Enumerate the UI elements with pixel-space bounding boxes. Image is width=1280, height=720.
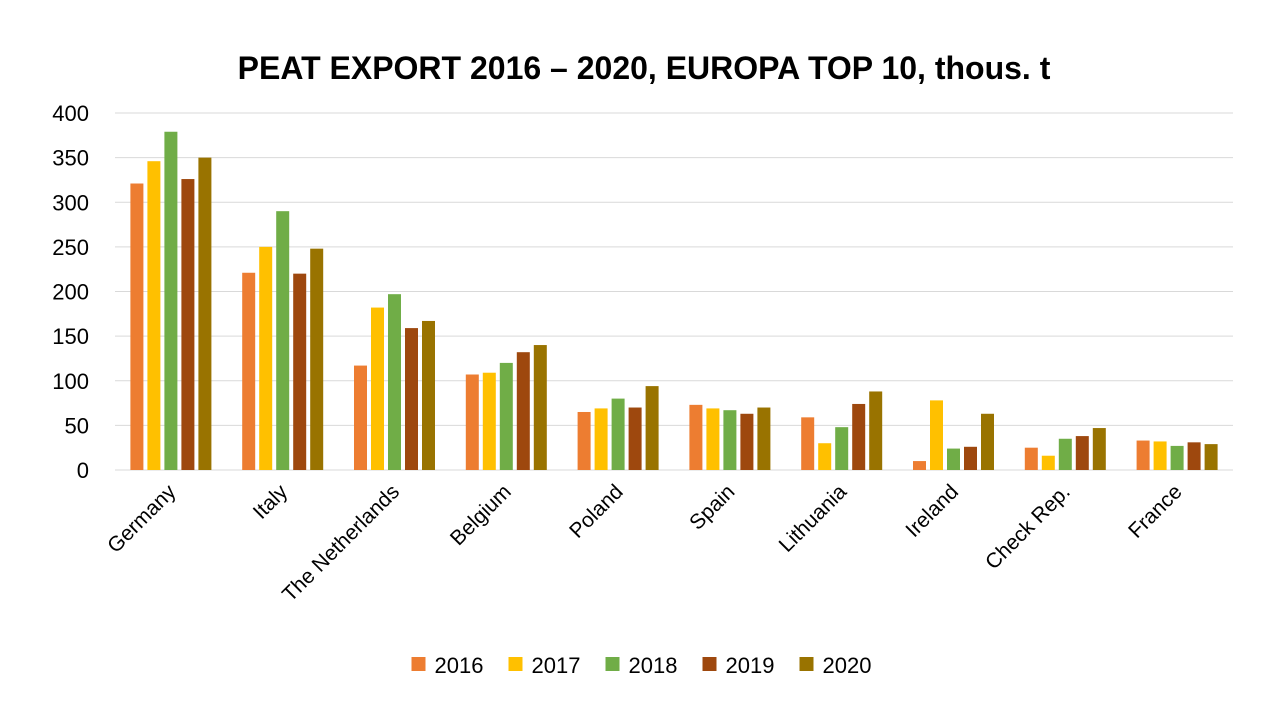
x-tick-label: Belgium — [446, 480, 516, 550]
bar-2016 — [1024, 447, 1038, 470]
y-tick-label: 350 — [52, 146, 89, 171]
chart-title: PEAT EXPORT 2016 – 2020, EUROPA TOP 10, … — [238, 50, 1051, 86]
x-tick-label: The Netherlands — [278, 480, 404, 606]
bar-2018 — [276, 211, 290, 471]
bar-2020 — [1204, 444, 1218, 470]
bar-2017 — [1153, 441, 1167, 470]
bar-2016 — [577, 411, 591, 470]
legend-swatch — [702, 657, 717, 671]
legend-label: 2020 — [823, 653, 872, 678]
y-tick-label: 400 — [52, 101, 89, 126]
bar-2016 — [1136, 440, 1150, 470]
x-tick-label: Spain — [685, 480, 739, 534]
bar-2019 — [516, 352, 530, 470]
bar-2018 — [499, 362, 513, 470]
y-tick-label: 200 — [52, 280, 89, 305]
bar-2019 — [1075, 436, 1089, 470]
bar-2016 — [354, 365, 367, 470]
bar-2020 — [869, 391, 883, 470]
y-tick-label: 100 — [52, 369, 89, 394]
legend-label: 2016 — [435, 653, 484, 678]
bar-2019 — [1187, 442, 1201, 470]
bar-2019 — [852, 403, 866, 470]
x-tick-label: Check Rep. — [981, 480, 1075, 574]
bar-2017 — [259, 246, 273, 470]
legend-swatch — [605, 657, 620, 671]
bar-2017 — [147, 161, 161, 470]
bar-2016 — [689, 404, 703, 470]
bar-2020 — [198, 157, 212, 470]
bar-2017 — [594, 408, 608, 470]
x-tick-label: Ireland — [901, 480, 963, 542]
y-tick-label: 50 — [65, 413, 89, 438]
bar-2017 — [482, 372, 496, 470]
bar-2020 — [422, 320, 435, 470]
legend-swatch — [799, 657, 814, 671]
y-tick-label: 0 — [77, 458, 89, 483]
bar-2020 — [981, 413, 994, 470]
y-tick-label: 250 — [52, 235, 89, 260]
legend-swatch — [411, 657, 426, 671]
legend-swatch — [508, 657, 523, 671]
x-tick-label: France — [1124, 480, 1186, 542]
bar-2017 — [818, 443, 832, 470]
bar-2019 — [964, 446, 977, 470]
legend: 2016 2017 2018 2019 2020 — [411, 653, 872, 678]
bar-2018 — [1058, 438, 1072, 470]
bar-2016 — [242, 272, 256, 470]
bar-2017 — [930, 400, 943, 470]
bar-2019 — [628, 407, 642, 470]
legend-label: 2018 — [629, 653, 678, 678]
bar-2016 — [130, 183, 144, 470]
bar-2020 — [533, 345, 547, 470]
bar-2018 — [835, 427, 849, 470]
x-tick-label: Poland — [565, 480, 628, 543]
bar-2018 — [611, 398, 625, 470]
legend-label: 2017 — [532, 653, 581, 678]
y-axis-tick-labels: 0 50 100 150 200 250 300 350 400 — [52, 101, 89, 483]
legend-label: 2019 — [726, 653, 775, 678]
x-tick-label: Germany — [103, 480, 181, 558]
y-tick-label: 300 — [52, 190, 89, 215]
bar-2019 — [181, 179, 195, 471]
bar-2018 — [164, 131, 178, 470]
bar-2020 — [757, 407, 771, 470]
bar-2019 — [740, 413, 754, 470]
bar-2019 — [405, 328, 418, 470]
bar-2018 — [947, 448, 960, 470]
bar-2017 — [706, 408, 720, 470]
bars — [130, 131, 1218, 471]
bar-2016 — [801, 417, 815, 470]
bar-2016 — [465, 374, 479, 470]
bar-2020 — [645, 386, 659, 470]
bar-2020 — [1092, 428, 1106, 470]
bar-2016 — [913, 461, 926, 470]
bar-2018 — [723, 410, 737, 470]
bar-2018 — [1170, 445, 1184, 470]
bar-2018 — [388, 294, 401, 470]
bar-2017 — [371, 307, 384, 470]
bar-2019 — [293, 273, 307, 470]
bar-2017 — [1041, 455, 1055, 470]
y-tick-label: 150 — [52, 324, 89, 349]
x-tick-label: Italy — [249, 480, 293, 524]
x-tick-label: Lithuania — [775, 480, 852, 557]
bar-2020 — [310, 248, 324, 470]
